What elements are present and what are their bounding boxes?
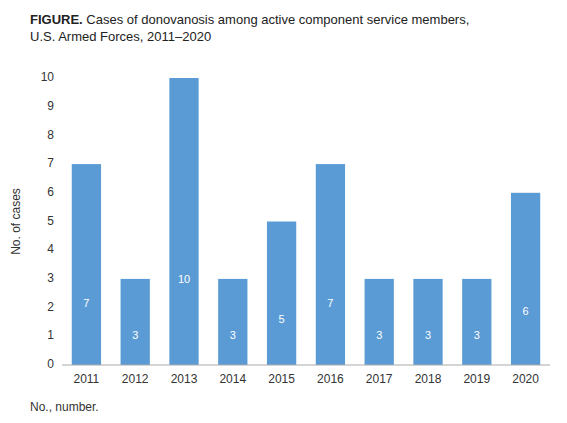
x-tick-label: 2019: [463, 372, 490, 386]
data-label: 6: [523, 305, 529, 317]
data-labels: 7 3 10 3 5 7 3 3 3 6: [83, 273, 528, 341]
chart: FIGURE. Cases of donovanosis among activ…: [0, 0, 567, 423]
data-label: 3: [132, 329, 138, 341]
bar: [365, 279, 394, 365]
y-tick-label: 7: [47, 156, 54, 170]
bar: [413, 279, 442, 365]
data-label: 3: [474, 329, 480, 341]
y-tick-label: 5: [47, 214, 54, 228]
x-tick-label: 2016: [317, 372, 344, 386]
x-tick-label: 2012: [122, 372, 149, 386]
y-tick-label: 6: [47, 185, 54, 199]
x-tick-label: 2014: [219, 372, 246, 386]
data-label: 7: [83, 297, 89, 309]
y-axis-label: No. of cases: [9, 188, 23, 255]
title: FIGURE. Cases of donovanosis among activ…: [30, 12, 469, 44]
bar: [218, 279, 247, 365]
data-label: 3: [230, 329, 236, 341]
x-tick-label: 2013: [171, 372, 198, 386]
y-tick-label: 4: [47, 242, 54, 256]
y-axis: 0 1 2 3 4 5 6 7 8 9 10: [41, 70, 55, 371]
x-tick-label: 2015: [268, 372, 295, 386]
data-label: 10: [178, 273, 190, 285]
title-text: U.S. Armed Forces, 2011–2020: [30, 29, 211, 44]
x-axis-line: [62, 365, 550, 366]
y-tick-label: 3: [47, 271, 54, 285]
chart-container: FIGURE. Cases of donovanosis among activ…: [0, 0, 567, 423]
bars: [72, 78, 540, 365]
y-tick-label: 9: [47, 99, 54, 113]
x-tick-label: 2011: [73, 372, 99, 386]
x-tick-label: 2020: [512, 372, 539, 386]
bar: [316, 164, 345, 365]
y-tick-label: 8: [47, 128, 54, 142]
y-tick-label: 2: [47, 300, 54, 314]
y-tick-label: 0: [47, 357, 54, 371]
x-axis: 2011 2012 2013 2014 2015 2016 2017 2018 2019 2020: [73, 372, 539, 386]
title-bold: FIGURE.: [30, 12, 83, 27]
x-tick-label: 2017: [366, 372, 393, 386]
footnote: No., number.: [30, 400, 99, 414]
title-text: Cases of donovanosis among active compon…: [83, 12, 470, 27]
bar: [121, 279, 150, 365]
x-tick-label: 2018: [415, 372, 442, 386]
bar: [462, 279, 491, 365]
data-label: 5: [279, 313, 285, 325]
bar: [72, 164, 101, 365]
bar: [267, 222, 296, 366]
bar: [511, 193, 540, 365]
data-label: 3: [425, 329, 431, 341]
bar: [169, 78, 198, 365]
y-tick-label: 10: [41, 70, 55, 84]
data-label: 7: [327, 297, 333, 309]
data-label: 3: [376, 329, 382, 341]
y-tick-label: 1: [47, 328, 54, 342]
